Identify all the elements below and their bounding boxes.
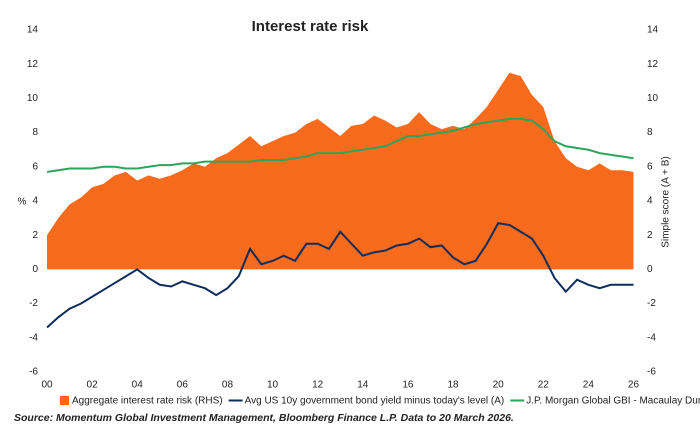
legend-label: Avg US 10y government bond yield minus t… xyxy=(245,396,505,407)
y2-tick-label: -4 xyxy=(647,332,656,343)
y2-tick-label: 10 xyxy=(647,93,659,104)
y-tick-label: 8 xyxy=(32,127,38,138)
y2-tick-label: 12 xyxy=(647,59,659,70)
y2-tick-label: 0 xyxy=(647,264,653,275)
y-tick-label: 10 xyxy=(27,93,39,104)
line xyxy=(46,222,634,329)
x-tick-label: 24 xyxy=(583,380,595,391)
y-tick-label: 0 xyxy=(32,264,38,275)
y-tick-label: -4 xyxy=(29,332,38,343)
chart-title: Interest rate risk xyxy=(252,18,369,35)
y-axis-label: % xyxy=(18,197,27,208)
y-tick-label: 4 xyxy=(32,196,38,207)
x-tick-label: 26 xyxy=(628,380,640,391)
y2-tick-label: 2 xyxy=(647,230,653,241)
x-tick-label: 14 xyxy=(357,380,369,391)
legend-swatch xyxy=(60,396,69,405)
x-tick-label: 08 xyxy=(222,380,234,391)
y2-tick-label: -6 xyxy=(647,367,656,378)
source: Source: Momentum Global Investment Manag… xyxy=(14,412,514,424)
legend-label: Aggregate interest rate risk (RHS) xyxy=(72,396,223,407)
x-tick-label: 16 xyxy=(402,380,414,391)
y-tick-label: -2 xyxy=(29,298,38,309)
x-tick-label: 12 xyxy=(312,380,324,391)
y2-tick-label: 14 xyxy=(647,25,659,36)
x-tick-label: 00 xyxy=(41,380,53,391)
y2-tick-label: 8 xyxy=(647,127,653,138)
y2-tick-label: -2 xyxy=(647,298,656,309)
x-tick-label: 20 xyxy=(493,380,505,391)
x-tick-label: 18 xyxy=(447,380,459,391)
legend-label: J.P. Morgan Global GBI - Macaulay Durati… xyxy=(526,396,700,407)
x-tick-label: 04 xyxy=(132,380,144,391)
x-tick-label: 10 xyxy=(267,380,279,391)
y2-axis-label: Simple score (A + B) xyxy=(661,156,672,247)
x-tick-label: 06 xyxy=(177,380,189,391)
y2-tick-label: 6 xyxy=(647,161,653,172)
x-tick-label: 22 xyxy=(538,380,550,391)
line xyxy=(46,117,634,173)
y2-tick-label: 4 xyxy=(647,196,653,207)
y-tick-label: 14 xyxy=(27,25,39,36)
y-tick-label: -6 xyxy=(29,367,38,378)
y-tick-label: 2 xyxy=(32,230,38,241)
y-tick-label: 12 xyxy=(27,59,39,70)
area xyxy=(47,72,634,270)
y-tick-label: 6 xyxy=(32,161,38,172)
x-tick-label: 02 xyxy=(87,380,99,391)
